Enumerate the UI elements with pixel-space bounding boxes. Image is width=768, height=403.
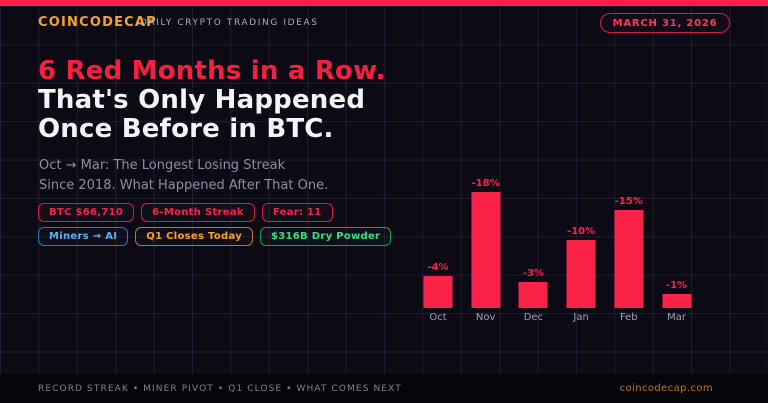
x-axis-tick-label: Jan: [573, 312, 589, 323]
chart-bar: [423, 276, 453, 308]
stat-badge: Fear: 11: [261, 203, 333, 222]
bar-value-label: -15%: [614, 196, 643, 207]
bar-value-label: -18%: [471, 178, 500, 189]
monthly-returns-bar-chart: -4% Oct -18% Nov -3% Dec -10% Jan -15% Feb -1% Mar: [414, 178, 701, 324]
chart-bar: [518, 282, 548, 308]
date-badge: MARCH 31, 2026: [600, 13, 730, 33]
stat-badge-row-2: Miners → AI Q1 Closes Today $316B Dry Powd…: [38, 227, 392, 246]
stat-badge-row-1: BTC $66,710 6-Month Streak Fear: 11: [38, 203, 333, 222]
x-axis-tick-label: Feb: [619, 312, 638, 323]
chart-bar-group: -4% Oct: [414, 184, 462, 324]
top-accent-bar: [0, 0, 768, 6]
footer-topics: RECORD STREAK • MINER PIVOT • Q1 CLOSE •…: [38, 383, 402, 394]
stat-badge: 6-Month Streak: [141, 203, 255, 222]
headline: 6 Red Months in a Row. That's Only Happe…: [38, 57, 386, 144]
headline-line-1: 6 Red Months in a Row.: [38, 56, 386, 86]
bar-value-label: -1%: [665, 280, 688, 291]
subtitle: Oct → Mar: The Longest Losing Streak Sin…: [39, 156, 328, 196]
subtitle-line-1: Oct → Mar: The Longest Losing Streak: [39, 158, 286, 173]
chart-bar: [614, 210, 644, 308]
chart-bar: [566, 240, 596, 308]
chart-bar-group: -18% Nov: [462, 178, 510, 324]
stat-badge: $316B Dry Powder: [260, 227, 392, 246]
footer-website: coincodecap.com: [619, 383, 713, 394]
chart-bar-group: -10% Jan: [557, 184, 605, 324]
brand-tagline: DAILY CRYPTO TRADING IDEAS: [140, 18, 319, 28]
stat-badge: Q1 Closes Today: [135, 227, 254, 246]
x-axis-tick-label: Oct: [429, 312, 447, 323]
x-axis-tick-label: Dec: [523, 312, 544, 323]
bar-value-label: -4%: [427, 262, 449, 273]
chart-bar-group: -15% Feb: [605, 184, 653, 324]
brand-logo-text: COINCODECAP: [38, 15, 157, 30]
headline-line-2: That's Only Happened: [38, 85, 366, 115]
chart-bar-group: -1% Mar: [653, 184, 701, 324]
footer-bar: RECORD STREAK • MINER PIVOT • Q1 CLOSE •…: [0, 374, 768, 403]
headline-line-3: Once Before in BTC.: [38, 114, 334, 144]
chart-bar-group: -3% Dec: [509, 184, 557, 324]
bar-value-label: -10%: [567, 226, 596, 237]
chart-bar: [662, 294, 691, 308]
x-axis-tick-label: Mar: [667, 312, 686, 323]
stat-badge: BTC $66,710: [38, 203, 135, 222]
bar-value-label: -3%: [522, 268, 544, 279]
subtitle-line-2: Since 2018. What Happened After That One…: [39, 178, 329, 193]
chart-bar: [471, 192, 501, 308]
stat-badge: Miners → AI: [38, 227, 129, 246]
x-axis-tick-label: Nov: [475, 312, 496, 323]
